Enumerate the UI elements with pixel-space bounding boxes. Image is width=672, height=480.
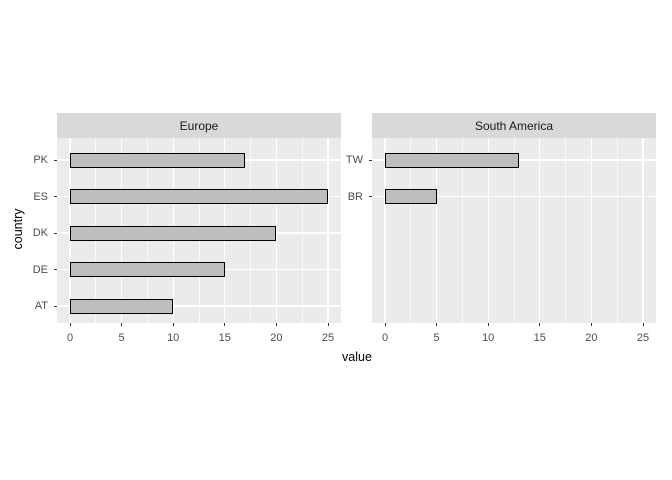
y-tick-label-pk: PK: [33, 154, 48, 166]
facet-strip: Europe: [57, 113, 341, 138]
y-tick-label-de: DE: [32, 263, 48, 276]
x-tick-mark: [69, 323, 71, 326]
major-gridline: [487, 138, 489, 323]
x-tick-label: 5: [118, 332, 125, 344]
facet-strip-label: Europe: [179, 118, 219, 133]
x-tick-mark: [327, 323, 329, 326]
x-tick-label: 20: [585, 332, 598, 344]
y-tick-label-es: ES: [33, 190, 48, 203]
x-tick-mark: [487, 323, 489, 326]
y-tick-mark: [54, 232, 57, 234]
minor-gridline: [565, 138, 567, 323]
plot-panel: [57, 138, 341, 323]
y-tick-mark: [54, 159, 57, 161]
x-tick-mark: [590, 323, 592, 326]
bar-pk: [70, 152, 246, 168]
major-gridline: [590, 138, 593, 323]
major-gridline: [384, 138, 386, 323]
x-tick-mark: [224, 323, 226, 326]
bar-br: [385, 189, 437, 204]
facet-strip: South America: [372, 113, 656, 138]
plot-panel: [372, 138, 656, 323]
y-tick-label-tw: TW: [345, 154, 363, 166]
x-tick-label: 25: [321, 332, 335, 344]
x-tick-mark: [642, 323, 644, 326]
x-tick-mark: [436, 323, 438, 326]
category-gridline: [57, 305, 341, 307]
bar-de: [70, 262, 225, 277]
y-tick-label-dk: DK: [32, 227, 48, 239]
y-tick-mark: [54, 305, 57, 307]
x-tick-mark: [539, 323, 541, 326]
x-tick-label: 25: [636, 332, 650, 344]
major-gridline: [539, 138, 541, 323]
minor-gridline: [461, 138, 463, 323]
y-tick-mark: [369, 196, 372, 197]
x-tick-mark: [121, 323, 123, 326]
facet-strip-label: South America: [474, 118, 554, 133]
bar-at: [70, 298, 174, 314]
bar-tw: [385, 152, 520, 168]
x-tick-label: 15: [218, 332, 231, 344]
bar-dk: [70, 225, 277, 241]
major-gridline: [327, 138, 329, 323]
major-gridline: [69, 138, 71, 323]
minor-gridline: [513, 138, 515, 323]
y-tick-label-at: AT: [34, 300, 48, 312]
y-tick-mark: [54, 196, 57, 197]
x-tick-label: 0: [66, 332, 74, 344]
y-tick-label-br: BR: [347, 190, 363, 203]
major-gridline: [642, 138, 644, 323]
minor-gridline: [301, 138, 303, 323]
minor-gridline: [616, 138, 618, 323]
category-gridline: [372, 195, 656, 198]
x-tick-label: 5: [433, 332, 440, 344]
x-axis-title: value: [342, 350, 372, 364]
y-tick-mark: [369, 159, 372, 161]
minor-gridline: [410, 138, 412, 323]
major-gridline: [435, 138, 438, 323]
y-tick-mark: [54, 269, 57, 270]
x-tick-label: 15: [533, 332, 546, 344]
x-tick-label: 10: [167, 332, 180, 344]
x-tick-label: 20: [270, 332, 283, 344]
x-tick-mark: [384, 323, 386, 326]
x-tick-label: 0: [381, 332, 389, 344]
x-tick-mark: [275, 323, 277, 326]
bar-es: [70, 189, 328, 204]
x-tick-mark: [172, 323, 174, 326]
x-tick-label: 10: [482, 332, 495, 344]
